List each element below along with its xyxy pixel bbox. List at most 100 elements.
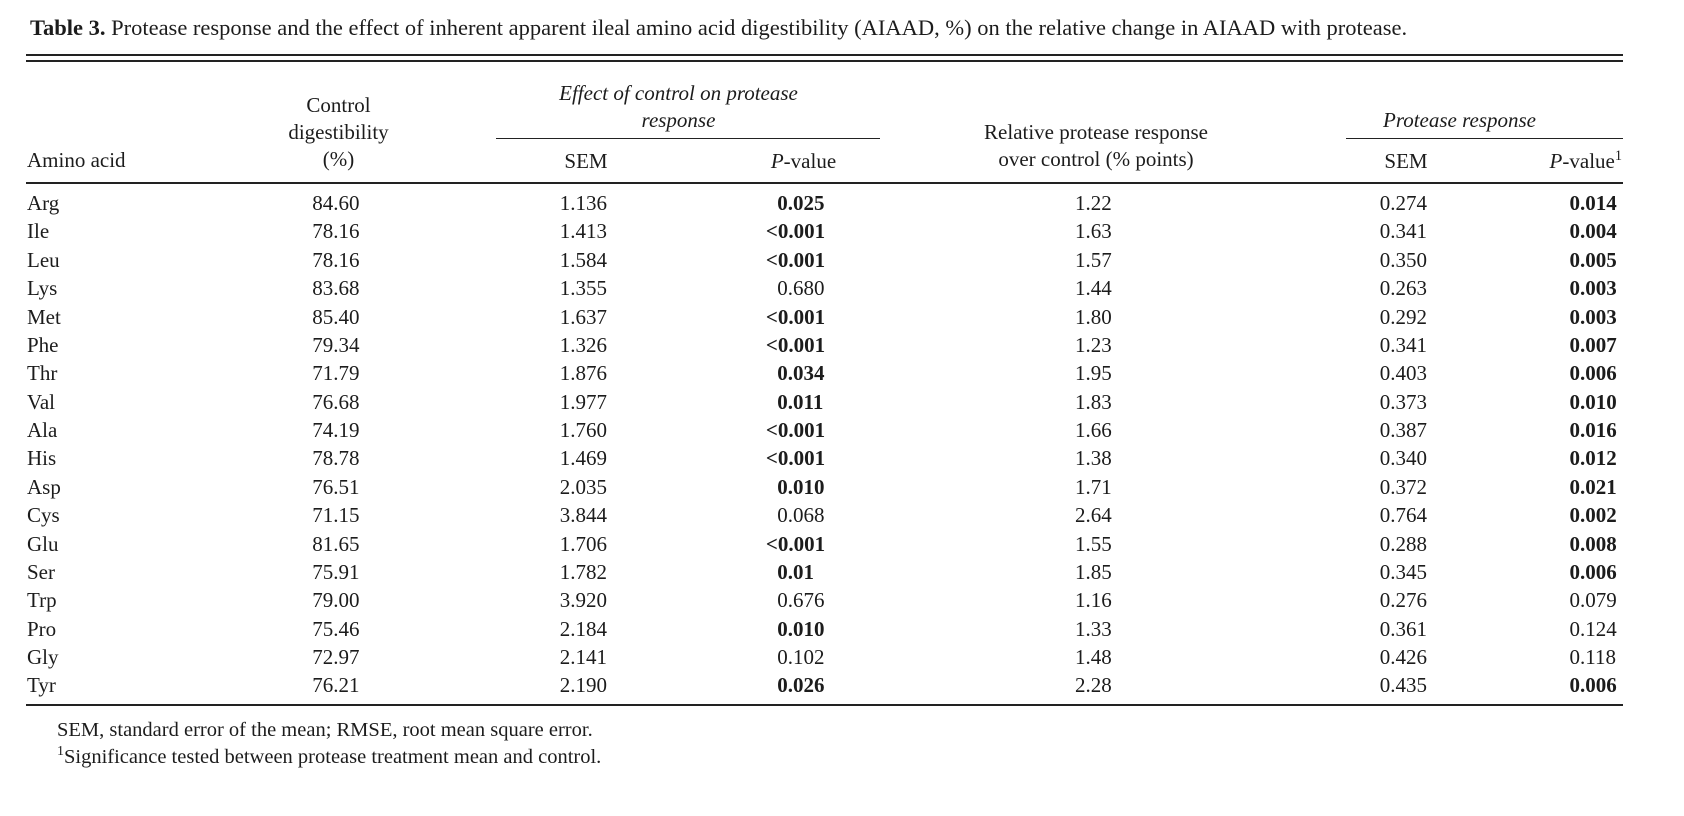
cell-relative-response: 1.44 <box>896 274 1296 302</box>
value: 0.007 <box>1569 332 1617 357</box>
cell-sem-effect: 1.355 <box>461 274 711 302</box>
cell-p-value-effect: 0.011 <box>711 388 896 416</box>
cell-amino-acid: Met <box>27 304 61 329</box>
cell-p-value-protease: 0.118 <box>1516 643 1623 671</box>
cell-control-digestibility: 76.68 <box>216 388 461 416</box>
cell-p-value-protease: 0.005 <box>1516 246 1623 274</box>
value: <0.001 <box>765 418 826 442</box>
value: 1.782 <box>559 559 607 584</box>
cell-control-digestibility: 84.60 <box>216 183 461 218</box>
value: 1.413 <box>559 219 607 244</box>
value: 0.003 <box>1569 304 1617 329</box>
cell-relative-response: 1.16 <box>896 587 1296 615</box>
cell-p-value-protease: 0.003 <box>1516 274 1623 302</box>
value: 1.326 <box>559 332 607 357</box>
value: 74.19 <box>312 418 360 442</box>
value: 84.60 <box>312 191 360 215</box>
table-row: Met 85.40 1.637 <0.001 1.80 0.292 0.003 <box>26 303 1623 331</box>
cell-p-value-effect: 0.01 <box>711 558 896 586</box>
cell-sem-effect: 2.190 <box>461 672 711 706</box>
header-control-line2: digestibility <box>288 120 389 144</box>
value: 1.637 <box>559 304 607 329</box>
cell-amino-acid: Ser <box>27 559 55 584</box>
cell-relative-response: 1.85 <box>896 558 1296 586</box>
value: 3.920 <box>559 588 607 613</box>
cell-sem-protease: 0.435 <box>1296 672 1516 706</box>
value: 0.435 <box>1379 673 1427 698</box>
value: 2.141 <box>559 645 607 669</box>
value: 1.469 <box>559 446 607 471</box>
value: 1.33 <box>1075 616 1112 641</box>
value: 76.51 <box>312 474 360 499</box>
p-value-footnote-marker: 1 <box>1614 148 1622 164</box>
cell-p-value-effect: 0.680 <box>711 274 896 302</box>
header-p-value-protease: P-value1 <box>1549 148 1622 173</box>
cell-relative-response: 1.55 <box>896 530 1296 558</box>
cell-sem-effect: 2.035 <box>461 473 711 501</box>
cell-amino-acid: Thr <box>27 361 58 386</box>
cell-sem-effect: 3.844 <box>461 501 711 529</box>
cell-p-value-effect: <0.001 <box>711 218 896 246</box>
table-row: His 78.78 1.469 <0.001 1.38 0.340 0.012 <box>26 445 1623 473</box>
cell-relative-response: 1.71 <box>896 473 1296 501</box>
group-protease-rule <box>1346 138 1623 139</box>
table-row: Ser 75.91 1.782 0.01 1.85 0.345 0.006 <box>26 558 1623 586</box>
header-control-line3: (%) <box>322 147 355 171</box>
value: 71.15 <box>312 503 360 528</box>
value: 0.012 <box>1569 446 1617 471</box>
table-caption-text: Protease response and the effect of inhe… <box>105 15 1408 40</box>
cell-relative-response: 1.57 <box>896 246 1296 274</box>
value: 1.44 <box>1075 276 1112 301</box>
cell-sem-protease: 0.426 <box>1296 643 1516 671</box>
header-group-protease: Protease response SEM P-value1 <box>1296 61 1623 184</box>
cell-p-value-effect: 0.068 <box>711 501 896 529</box>
data-table: Amino acid Control digestibility (%) Eff… <box>26 60 1623 707</box>
value: 0.350 <box>1379 247 1427 272</box>
value: 0.764 <box>1379 503 1427 528</box>
value: 2.64 <box>1075 503 1112 528</box>
cell-p-value-protease: 0.079 <box>1516 587 1623 615</box>
cell-amino-acid: Gly <box>27 645 59 669</box>
cell-control-digestibility: 74.19 <box>216 416 461 444</box>
value: 79.34 <box>312 332 360 357</box>
cell-amino-acid: Val <box>27 389 55 414</box>
value: 0.288 <box>1379 531 1427 556</box>
value: 1.38 <box>1075 446 1112 471</box>
cell-sem-protease: 0.292 <box>1296 303 1516 331</box>
value: 1.85 <box>1075 559 1112 584</box>
cell-relative-response: 2.64 <box>896 501 1296 529</box>
table-row: Phe 79.34 1.326 <0.001 1.23 0.341 0.007 <box>26 331 1623 359</box>
value: 0.340 <box>1379 446 1427 471</box>
cell-amino-acid: Arg <box>27 191 60 215</box>
header-p-value-effect: P-value <box>770 149 837 173</box>
cell-p-value-effect: 0.025 <box>711 183 896 218</box>
cell-p-value-protease: 0.014 <box>1516 183 1623 218</box>
value: 2.190 <box>559 673 607 698</box>
value: 0.373 <box>1379 389 1427 414</box>
table-header: Amino acid Control digestibility (%) Eff… <box>26 61 1623 184</box>
cell-p-value-protease: 0.006 <box>1516 558 1623 586</box>
table-body: Arg 84.60 1.136 0.025 1.22 0.274 0.014 Ile 78.16… <box>26 183 1623 705</box>
cell-p-value-effect: <0.001 <box>711 331 896 359</box>
cell-amino-acid: His <box>27 446 57 471</box>
header-relative-response: Relative protease response over control … <box>896 61 1296 184</box>
table-row: Val 76.68 1.977 0.011 1.83 0.373 0.010 <box>26 388 1623 416</box>
top-rule <box>26 54 1623 56</box>
cell-control-digestibility: 75.91 <box>216 558 461 586</box>
header-control-line1: Control <box>306 93 371 117</box>
cell-sem-protease: 0.387 <box>1296 416 1516 444</box>
value: 0.068 <box>777 503 825 528</box>
value: 0.102 <box>777 645 825 669</box>
cell-control-digestibility: 78.16 <box>216 246 461 274</box>
cell-p-value-protease: 0.004 <box>1516 218 1623 246</box>
cell-relative-response: 1.22 <box>896 183 1296 218</box>
cell-amino-acid: Glu <box>27 531 59 556</box>
value: 0.274 <box>1379 191 1427 215</box>
cell-control-digestibility: 78.78 <box>216 445 461 473</box>
cell-control-digestibility: 76.21 <box>216 672 461 706</box>
value: 78.78 <box>312 446 360 471</box>
cell-sem-protease: 0.341 <box>1296 218 1516 246</box>
cell-relative-response: 1.80 <box>896 303 1296 331</box>
cell-amino-acid: Pro <box>27 616 57 641</box>
value: 0.292 <box>1379 304 1427 329</box>
